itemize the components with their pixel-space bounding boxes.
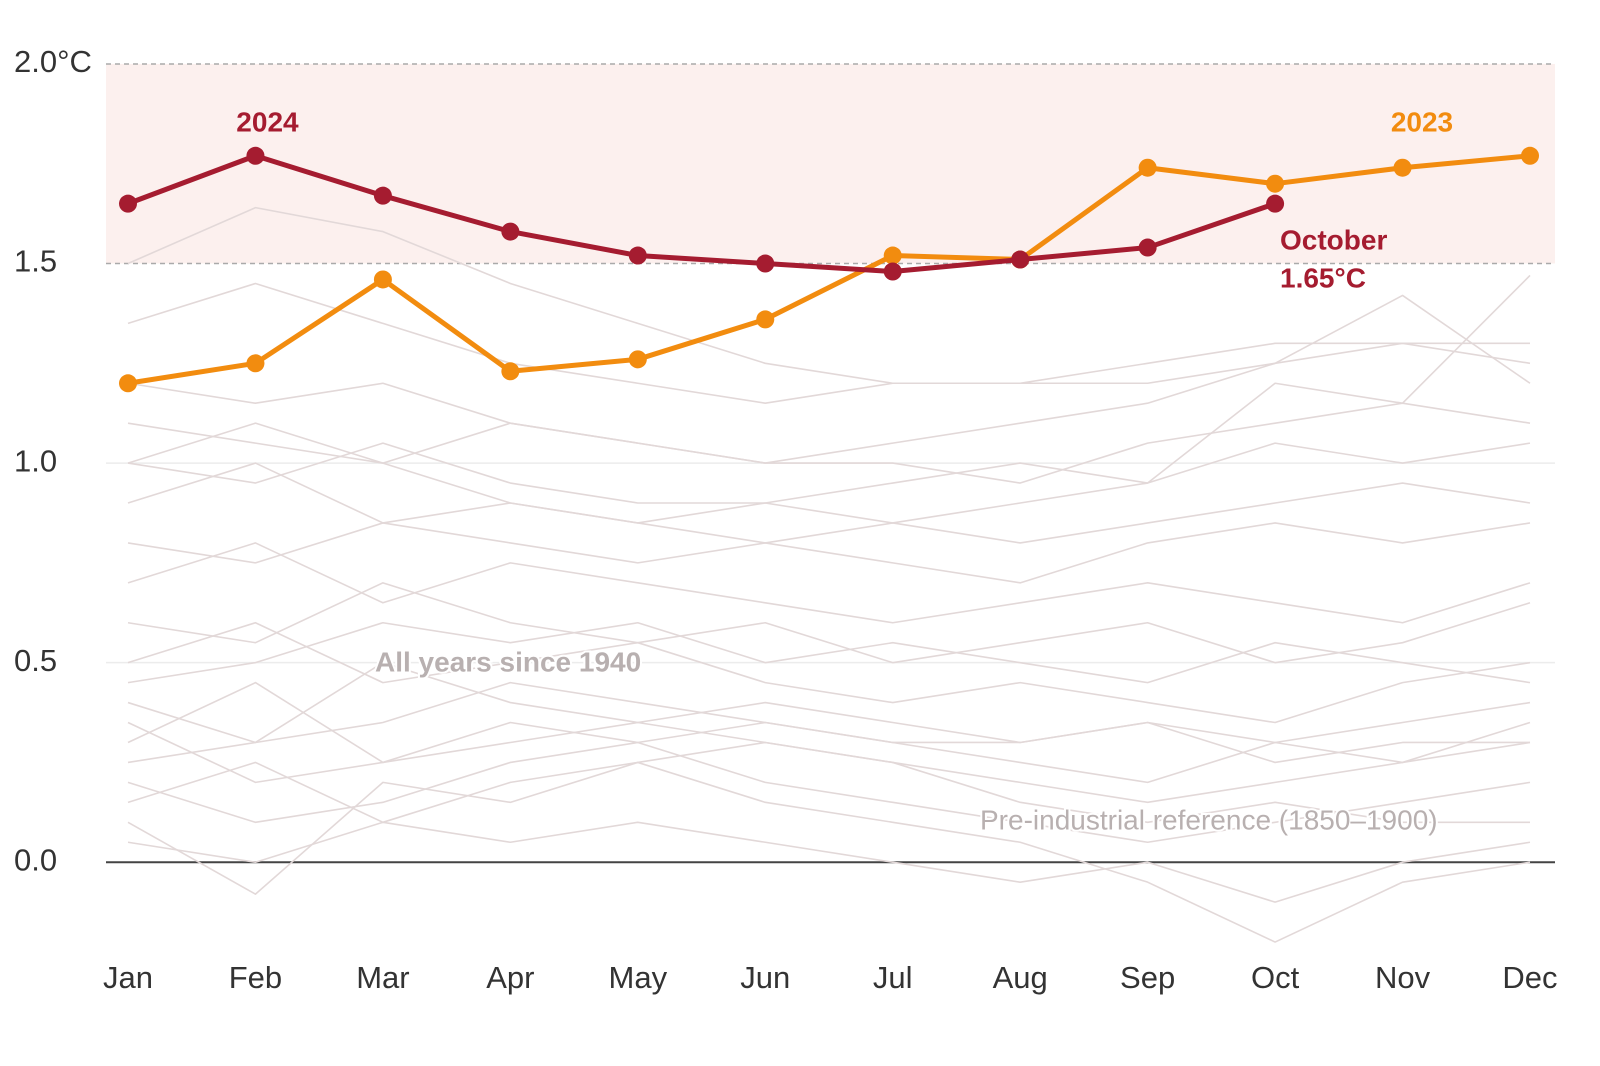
- background-year-line: [127, 342, 1531, 464]
- annotation: October: [1280, 224, 1387, 255]
- background-year-line: [127, 621, 1531, 684]
- y-tick-label: 0.0: [14, 842, 57, 877]
- x-tick-label: Mar: [356, 960, 409, 995]
- background-year-line: [127, 761, 1531, 943]
- data-point: [246, 354, 265, 373]
- y-tick-label: 0.5: [14, 643, 57, 678]
- data-point: [1138, 158, 1157, 177]
- y-tick-label: 1.5: [14, 244, 57, 279]
- data-point: [1393, 158, 1412, 177]
- x-tick-label: Sep: [1120, 960, 1175, 995]
- data-point: [1266, 194, 1285, 213]
- series-label: 2024: [236, 106, 299, 137]
- data-point: [1011, 250, 1030, 269]
- x-tick-label: Jun: [740, 960, 790, 995]
- data-point: [501, 222, 520, 241]
- annotation: Pre-industrial reference (1850–1900): [980, 804, 1438, 835]
- x-tick-label: Apr: [486, 960, 534, 995]
- background-year-line: [127, 402, 1531, 484]
- background-year-line: [127, 741, 1530, 824]
- series-label: 2023: [1391, 106, 1453, 137]
- series-line: [127, 153, 1531, 386]
- background-year-line: [127, 462, 1531, 544]
- x-tick-label: May: [609, 960, 668, 995]
- data-point: [373, 186, 392, 205]
- data-point: [883, 246, 902, 265]
- data-point: [1138, 238, 1157, 257]
- x-tick-label: Oct: [1251, 960, 1300, 995]
- data-point: [756, 310, 775, 329]
- y-tick-label: 2.0°C: [14, 44, 92, 79]
- data-point: [1266, 174, 1285, 193]
- data-point: [756, 254, 775, 273]
- background-year-line: [127, 542, 1531, 624]
- x-tick-label: Jul: [873, 960, 913, 995]
- background-year-line: [127, 442, 1531, 504]
- data-point: [501, 362, 520, 381]
- data-point: [119, 374, 137, 393]
- data-point: [883, 262, 902, 281]
- background-year-line: [127, 821, 1531, 903]
- data-point: [628, 350, 647, 369]
- x-tick-label: Dec: [1502, 960, 1557, 995]
- annotation: All years since 1940: [375, 646, 641, 677]
- data-point: [246, 146, 265, 165]
- background-year-line: [127, 661, 1530, 764]
- y-tick-label: 1.0: [14, 443, 57, 478]
- data-point: [373, 270, 392, 289]
- x-tick-label: Nov: [1375, 960, 1431, 995]
- background-year-line: [127, 206, 1531, 385]
- background-year-line: [127, 741, 1531, 844]
- data-point: [119, 194, 137, 213]
- background-year-line: [127, 522, 1531, 584]
- x-tick-label: Jan: [103, 960, 153, 995]
- data-point: [628, 246, 647, 265]
- threshold-band: [106, 63, 1555, 264]
- annotation: 1.65°C: [1280, 262, 1366, 293]
- background-year-line: [127, 621, 1531, 724]
- background-year-line: [127, 282, 1530, 405]
- data-point: [1521, 146, 1539, 165]
- series-line: [127, 153, 1276, 275]
- x-tick-label: Aug: [993, 960, 1048, 995]
- x-tick-label: Feb: [229, 960, 282, 995]
- background-year-line: [127, 681, 1531, 764]
- background-year-line: [127, 582, 1531, 664]
- background-year-line: [127, 274, 1531, 524]
